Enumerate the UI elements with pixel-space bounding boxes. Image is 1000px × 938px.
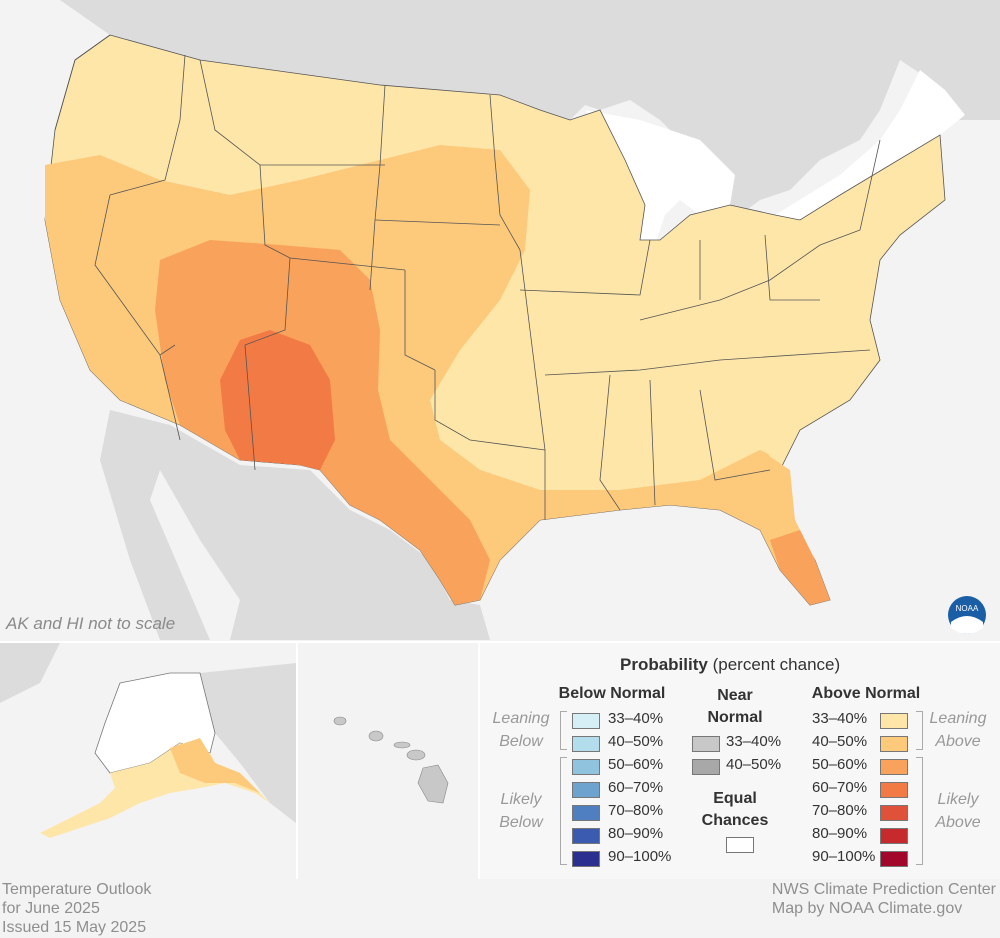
above-swatch bbox=[880, 828, 908, 844]
svg-text:NOAA: NOAA bbox=[956, 604, 979, 613]
below-label: 60–70% bbox=[608, 779, 664, 796]
above-label: 70–80% bbox=[812, 802, 868, 819]
below-swatch bbox=[572, 851, 600, 867]
above-label: 40–50% bbox=[812, 733, 868, 750]
above-label: 60–70% bbox=[812, 779, 868, 796]
above-label: 80–90% bbox=[812, 825, 868, 842]
leaning-below-label: Leaning Below bbox=[492, 710, 550, 750]
northeast-equal-chances bbox=[775, 70, 965, 220]
footer-outlook-period: for June 2025 bbox=[2, 900, 100, 917]
equal-chances-swatch bbox=[726, 837, 754, 853]
likely-below-label: Likely Below bbox=[499, 791, 543, 831]
alaska-map bbox=[0, 643, 296, 879]
great-lakes bbox=[585, 110, 735, 245]
footer-credit: Map by NOAA Climate.gov bbox=[771, 900, 963, 917]
below-label: 90–100% bbox=[608, 848, 672, 865]
legend-panel: Probability (percent chance) Below Norma… bbox=[480, 641, 1000, 879]
footer-source: NWS Climate Prediction Center bbox=[771, 881, 996, 898]
near-label: 40–50% bbox=[726, 756, 782, 773]
below-normal-header: Below Normal bbox=[558, 685, 666, 702]
footer-issued-date: Issued 15 May 2025 bbox=[2, 919, 147, 936]
above-swatch bbox=[880, 736, 908, 752]
below-label: 70–80% bbox=[608, 802, 664, 819]
leaning-above-label: Leaning Above bbox=[929, 710, 987, 750]
likely-above-label: Likely Above bbox=[935, 791, 981, 831]
footer-right: NWS Climate Prediction Center Map by NOA… bbox=[772, 880, 996, 918]
below-swatch bbox=[572, 759, 600, 775]
above-swatch bbox=[880, 759, 908, 775]
near-label: 33–40% bbox=[726, 733, 782, 750]
near-swatch bbox=[692, 759, 720, 775]
canada-yukon-landmass bbox=[200, 663, 296, 823]
above-label: 50–60% bbox=[812, 756, 868, 773]
below-label: 33–40% bbox=[608, 710, 664, 727]
legend-title: Probability (percent chance) bbox=[620, 655, 841, 674]
prob-above-50-60-florida bbox=[770, 530, 830, 605]
above-swatch bbox=[880, 851, 908, 867]
scale-note: AK and HI not to scale bbox=[6, 614, 176, 633]
below-swatch bbox=[572, 828, 600, 844]
below-label: 80–90% bbox=[608, 825, 664, 842]
conus-map: NOAA bbox=[44, 0, 1000, 640]
below-swatch bbox=[572, 736, 600, 752]
near-normal-header: Near Normal bbox=[707, 687, 763, 726]
alaska-above-40-50 bbox=[170, 738, 260, 793]
footer-left: Temperature Outlook for June 2025 Issued… bbox=[2, 880, 151, 937]
below-label: 50–60% bbox=[608, 756, 664, 773]
above-label: 90–100% bbox=[812, 848, 876, 865]
below-swatch bbox=[572, 713, 600, 729]
above-swatch bbox=[880, 805, 908, 821]
hawaii-map bbox=[298, 643, 478, 879]
above-swatch bbox=[880, 713, 908, 729]
below-swatch bbox=[572, 805, 600, 821]
hawaii-panel bbox=[298, 641, 480, 879]
equal-chances-header: Equal Chances bbox=[701, 790, 769, 829]
footer-outlook-title: Temperature Outlook bbox=[2, 881, 152, 898]
above-swatch bbox=[880, 782, 908, 798]
canada-landmass bbox=[60, 0, 1000, 215]
below-label: 40–50% bbox=[608, 733, 664, 750]
above-normal-header: Above Normal bbox=[811, 685, 921, 702]
russia-landmass bbox=[0, 643, 60, 703]
prob-above-60-70 bbox=[220, 330, 335, 470]
state-boundaries bbox=[54, 34, 881, 520]
below-swatch bbox=[572, 782, 600, 798]
near-swatch bbox=[692, 736, 720, 752]
above-label: 33–40% bbox=[812, 710, 868, 727]
alaska-panel bbox=[0, 641, 298, 879]
